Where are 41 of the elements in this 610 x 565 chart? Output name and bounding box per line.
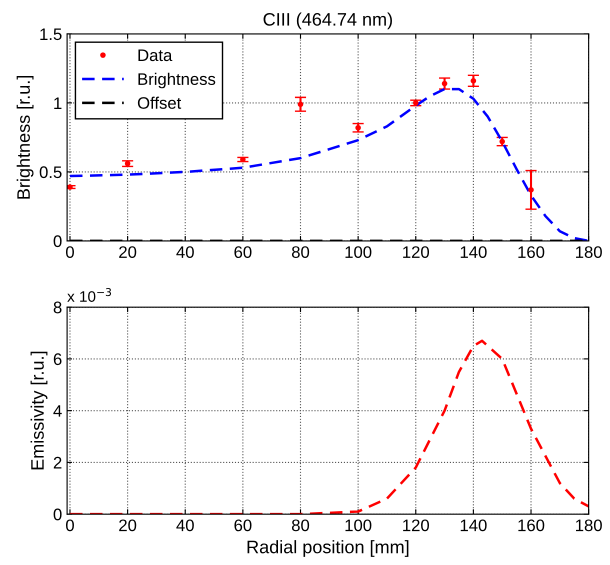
y-tick-label: 2: [54, 456, 62, 468]
x-tick-label: 0: [66, 246, 74, 258]
x-tick-label: 100: [346, 519, 372, 532]
y-tick-label: 8: [54, 302, 62, 314]
x-tick-label: 60: [234, 519, 252, 532]
x-tick-label: 180: [576, 246, 602, 258]
y-tick-label: 0: [54, 235, 62, 248]
y-tick-label: 6: [54, 353, 62, 366]
x-tick-label: 140: [460, 519, 487, 532]
y-tick-label: 0.5: [40, 166, 62, 178]
point: [528, 187, 534, 193]
x-tick-label: 40: [176, 246, 194, 258]
x-tick-label: 140: [460, 246, 487, 258]
x-tick-label: 120: [403, 519, 430, 532]
x-tick-label: 0: [66, 519, 74, 532]
legend-label: Brightness: [138, 72, 216, 88]
point: [442, 80, 448, 86]
y-tick-label: 1: [54, 97, 62, 109]
legend-label: Offset: [138, 96, 182, 109]
text: x 10$^{−3}$: [67, 288, 112, 302]
x-tick-label: 120: [403, 246, 430, 258]
x-tick-label: 20: [119, 519, 136, 532]
y-axis-title: Brightness [r.u.]: [16, 76, 34, 199]
chart-title: CIII (464.74 nm): [264, 12, 392, 30]
x-tick-label: 80: [292, 246, 310, 258]
legend-label: Data: [138, 50, 172, 62]
x-axis-title: Radial position [mm]: [248, 540, 408, 557]
x-tick-label: 180: [576, 519, 602, 532]
y-tick-label: 0: [54, 508, 62, 520]
x-tick-label: 40: [176, 519, 194, 532]
x-tick-label: 100: [346, 246, 372, 258]
y-tick-label: 4: [53, 405, 62, 417]
point: [298, 102, 304, 108]
x-tick-label: 160: [518, 519, 544, 532]
x-tick-label: 160: [518, 246, 544, 258]
x-tick-label: 20: [119, 246, 136, 258]
x-tick-label: 80: [292, 519, 310, 532]
y-axis-title: Emissivity [r.u.]: [30, 352, 48, 470]
x-tick-label: 60: [234, 246, 252, 258]
y-tick-label: 1.5: [40, 28, 62, 40]
point: [470, 78, 476, 84]
